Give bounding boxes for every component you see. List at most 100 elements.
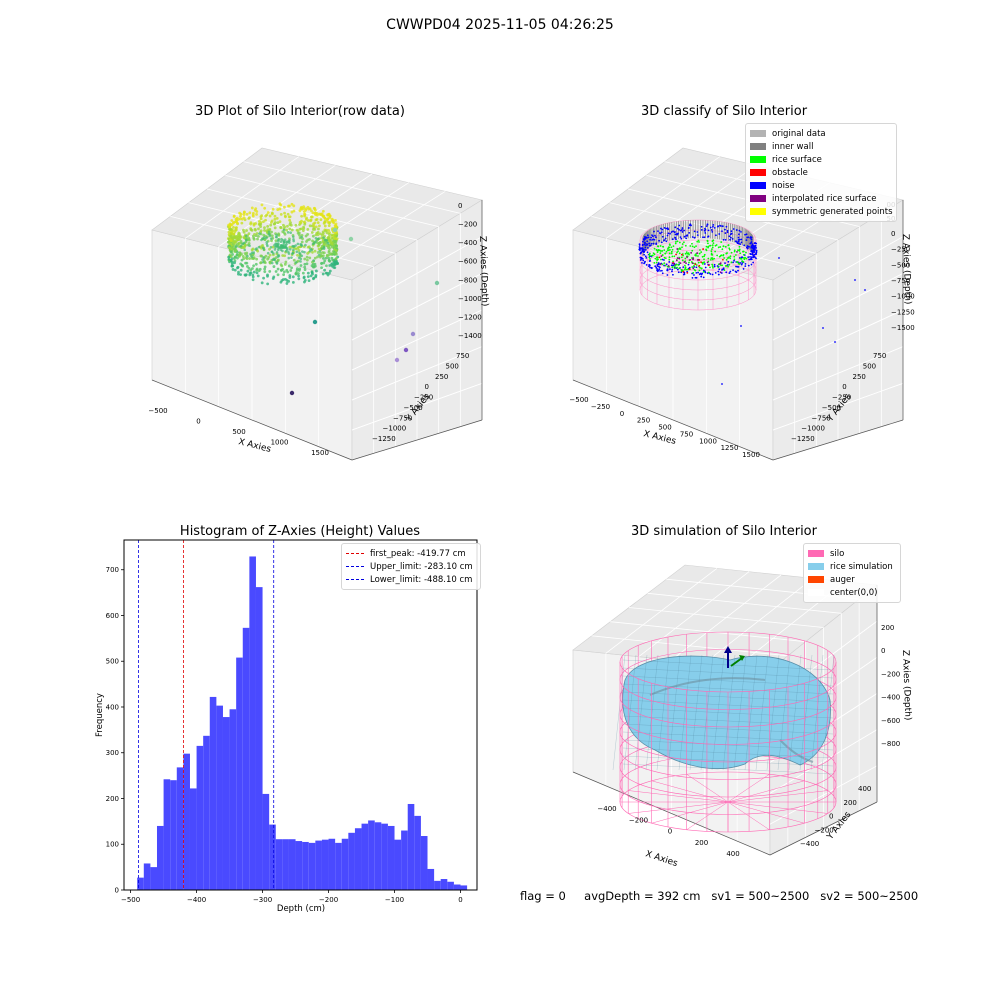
panel2-rice-point [728,247,731,250]
panel2-rice-point [664,257,667,260]
panel1-data-point [317,253,321,257]
panel1-data-point [312,259,315,262]
panel1-data-point [311,211,315,215]
rice-surface-mesh [755,654,769,771]
panel1-data-point [255,212,258,216]
panel4-z-tick-label: 200 [881,624,894,632]
panel2-rice-point [686,268,689,271]
panel1-y-tick-label: −750 [393,414,412,422]
panel2-interp-point [692,258,694,261]
histogram-bar [143,863,151,890]
panel1-y-tick-label: −500 [404,404,423,412]
panel2-rice-point [705,245,708,248]
panel4-silo-floor-wire [651,780,729,803]
panel2-noise-point [750,263,753,266]
panel2-rice-point [652,252,655,255]
panel1-data-point [236,221,239,225]
histogram-bar [394,839,402,890]
panel1-data-point [273,222,277,226]
panel1-data-point [323,224,327,228]
panel2-interp-point [679,262,682,265]
legend-entry: obstacle [750,166,892,179]
panel1-data-point [305,255,309,259]
panel1-data-point [310,231,314,234]
panel1-x-tick-label: 1000 [271,439,289,447]
panel1-data-point [233,268,237,272]
panel1-data-point [283,214,287,218]
panel1-data-point [240,221,244,225]
panel1-data-point [300,240,304,244]
panel1-data-point [335,237,339,241]
panel1-data-point [282,273,286,277]
panel2-rice-point [742,250,745,253]
panel1-data-point [317,212,321,216]
panel4-silo-floor-wire [727,801,828,814]
panel1-data-point [295,250,299,254]
panel2-noise-point [644,255,647,258]
panel2-rice-point [697,255,699,257]
panel2-interp-point [694,263,697,266]
panel1-data-point [278,246,282,250]
panel2-rice-point [733,250,736,253]
panel2-noise-point [645,236,648,239]
panel1-x-axis-line [151,379,353,461]
panel2-noise-point [678,228,680,231]
panel2-interp-point [658,256,661,259]
panel2-noise-point [752,261,755,264]
panel1-data-point [298,267,302,271]
panel1-y-tick-label: 750 [456,352,469,360]
panel1-data-point [268,247,271,251]
panel1-data-point [255,271,259,275]
panel2-rice-point [691,245,694,248]
panel2-noise-point [656,265,659,267]
panel1-data-point [250,248,254,252]
panel1-data-point [296,246,300,250]
panel2-noise-point [738,233,740,236]
panel1-data-point [304,208,308,212]
panel2-noise-point [647,246,649,249]
panel1-data-point [333,234,337,237]
legend-entry: center(0,0) [808,586,896,599]
panel2-noise-point [753,242,756,245]
histogram-bar [156,825,164,890]
panel2-noise-point [717,270,720,273]
panel2-noise-point [703,263,706,265]
panel2-x-tick-label: 0 [620,410,624,418]
panel2-rice-point [685,251,688,254]
panel1-data-point [237,244,241,248]
panel2-rice-point [663,249,666,251]
panel1-data-point [275,233,278,237]
panel2-noise-point [672,273,674,276]
histogram-bar [183,753,190,890]
histogram-bar [262,793,270,890]
panel4-silo-floor-wire [628,790,729,803]
histogram-bar [453,884,461,890]
panel1-data-point [241,255,245,258]
panel1-data-point [325,264,328,268]
panel2-noise-point [754,245,757,247]
panel1-data-point [273,217,277,221]
panel1-data-point [284,249,288,253]
panel2-interp-point [690,251,693,254]
panel1-data-point [313,227,317,231]
panel1-data-point [289,231,292,234]
panel2-rice-point [676,266,678,269]
panel2-rice-point [684,267,687,270]
panel2-rice-point [729,257,732,260]
panel1-data-point [331,262,334,265]
histogram-bar [427,868,435,890]
histogram-bar [189,788,197,890]
panel2-interp-point [672,261,675,264]
panel1-data-point [283,205,286,209]
panel1-data-point [228,228,232,231]
panel2-y-tick-label: −500 [822,404,841,412]
panel2-noise-point [750,256,753,259]
panel2-noise-point [656,270,659,273]
panel2-noise-point [641,243,644,246]
panel1-data-point [295,267,299,271]
histogram-bar [381,823,388,890]
panel2-interp-point [676,257,679,259]
rice-surface-mesh [645,654,659,771]
panel2-noise-point [725,225,728,228]
panel2-rice-point [698,269,701,272]
